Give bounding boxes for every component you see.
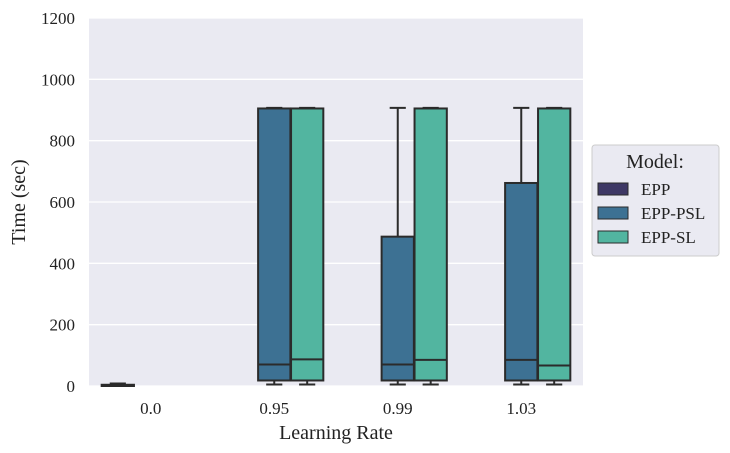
box-epp-sl-1.03: [537, 106, 572, 386]
legend: Model: EPP EPP-PSL EPP-SL: [591, 144, 720, 257]
legend-frame: [591, 144, 720, 257]
x-tick-label: 0.0: [140, 399, 161, 418]
legend-swatch: [597, 182, 629, 196]
x-tick-label: 0.99: [383, 399, 413, 418]
box-epp-psl-0.95: [257, 106, 292, 386]
legend-swatch: [597, 230, 629, 244]
grid-lines: [89, 17, 583, 387]
x-tick-label: 0.95: [259, 399, 289, 418]
box-body: [257, 107, 292, 382]
box-epp-sl-0.95: [290, 106, 325, 386]
y-axis-label: Time (sec): [8, 159, 30, 244]
legend-label: EPP-PSL: [641, 204, 705, 223]
box-body: [413, 107, 448, 382]
y-tick-label: 600: [50, 193, 76, 212]
y-tick-label: 1200: [41, 9, 75, 28]
legend-label: EPP-SL: [641, 228, 696, 247]
box-body: [290, 107, 325, 382]
y-tick-label: 0: [67, 377, 76, 396]
y-tick-label: 800: [50, 132, 76, 151]
box-epp-psl-1.03: [504, 106, 539, 386]
box-epp-0.0: [100, 382, 135, 388]
box-body: [537, 107, 572, 382]
x-axis-label: Learning Rate: [279, 422, 393, 444]
y-tick-label: 400: [50, 254, 76, 273]
box-body: [504, 181, 539, 382]
x-tick-label: 1.03: [506, 399, 536, 418]
legend-label: EPP: [641, 180, 670, 199]
box-body: [380, 235, 415, 382]
x-axis-ticks: 0.0 0.95 0.99 1.03: [140, 399, 536, 418]
legend-items: EPP EPP-PSL EPP-SL: [597, 180, 705, 247]
box-epp-sl-0.99: [413, 106, 448, 386]
box-series: [100, 106, 572, 388]
legend-swatch: [597, 206, 629, 220]
y-axis-ticks: 0 200 400 600 800 1000 1200: [41, 9, 75, 396]
legend-title: Model:: [626, 151, 684, 173]
y-tick-label: 1000: [41, 70, 75, 89]
y-tick-label: 200: [50, 316, 76, 335]
